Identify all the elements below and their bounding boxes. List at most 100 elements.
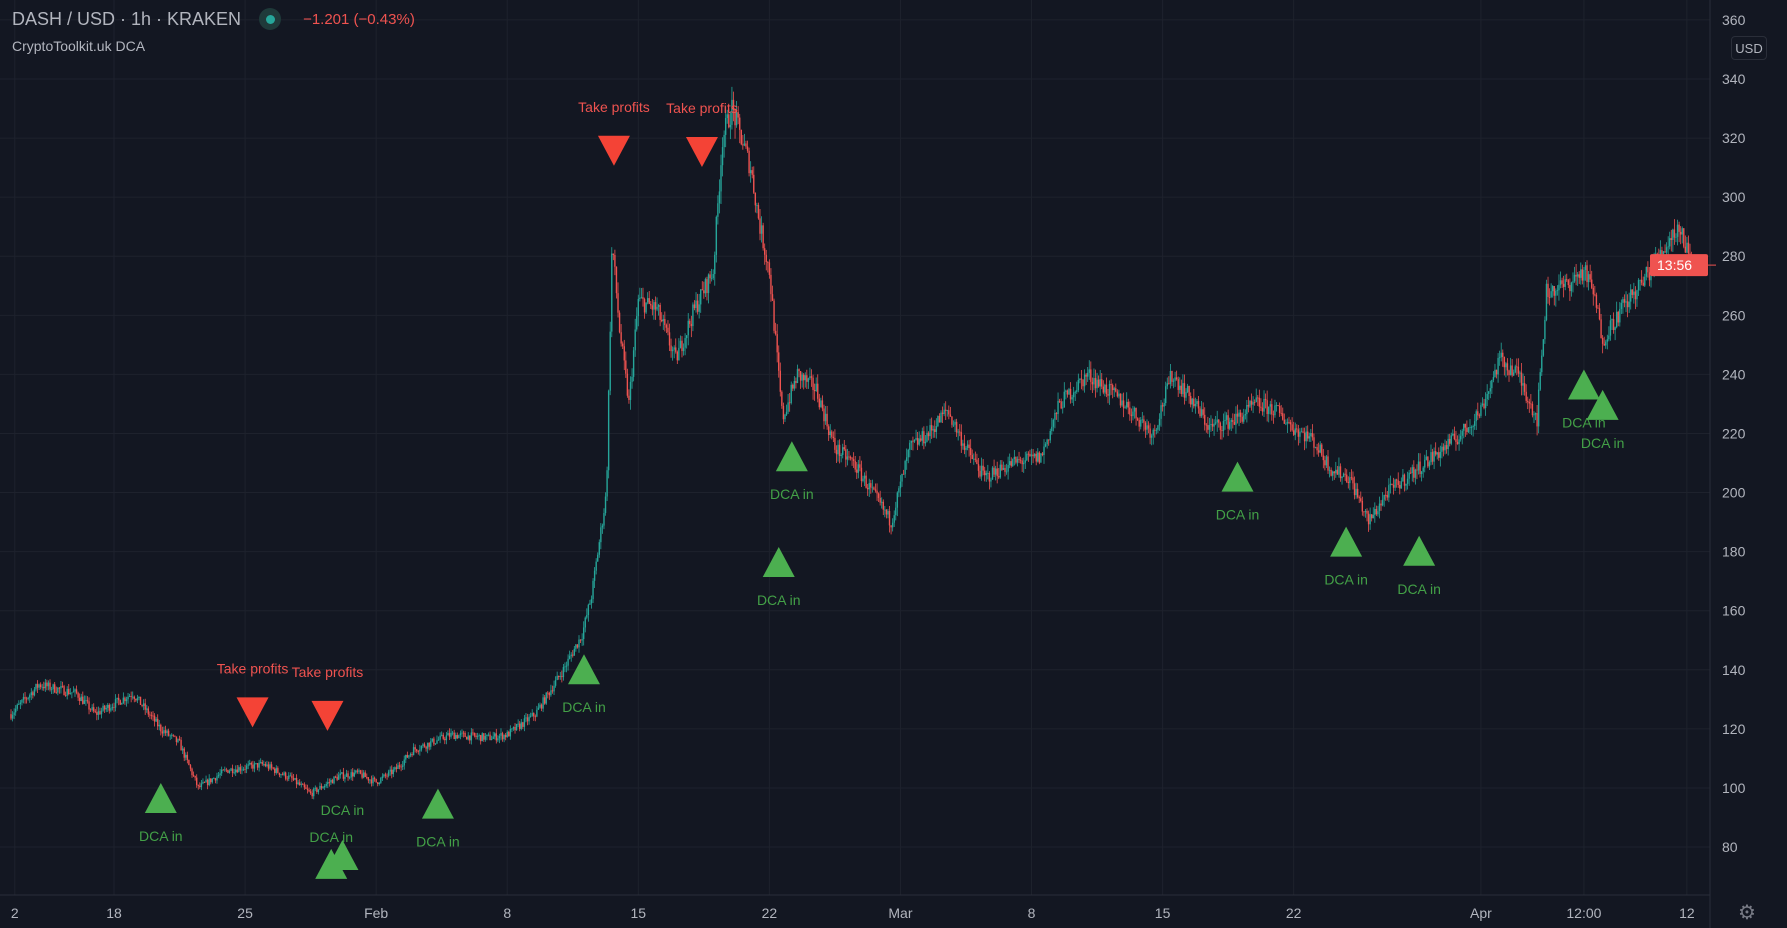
candle-body [114,699,117,708]
candle-body [78,697,81,702]
candle-body [495,733,498,741]
candle-body [1642,282,1644,286]
candle-body [1027,453,1030,455]
candle-body [200,783,203,787]
candle-body [835,449,838,455]
candle-body [1012,459,1014,466]
candle-body [731,99,733,125]
candle-body [366,777,368,778]
candle-body [69,693,72,695]
time-axis[interactable]: 2 18 25 Feb 8 15 22 Mar 8 15 22 Apr 12:00 12 [11,905,1695,921]
candle-body [230,768,232,771]
price-axis[interactable]: 80 100 120 140 160 180 200 220 240 260 280 300 320 34… [1722,12,1746,855]
candle-body [1380,503,1382,506]
candle-body [1275,405,1278,406]
candle-body [659,305,661,320]
countdown-label: 13:56 [1657,257,1692,273]
buy-signal-label: DCA in [416,834,460,850]
candle-body [412,747,415,756]
candle-body [99,711,101,715]
candle-body [1472,425,1474,427]
gear-icon[interactable]: ⚙ [1738,902,1756,924]
candle-body [871,487,874,489]
buy-signal-label: DCA in [770,486,814,502]
candle-body [139,696,142,705]
candle-body [161,731,164,734]
candle-body [1040,453,1042,463]
candle-body [820,400,822,408]
candle-body [208,778,210,786]
candle-body [36,683,39,688]
candle-body [325,783,327,786]
time-tick-label: Feb [364,905,388,921]
candle-body [494,733,496,737]
candle-body [1520,372,1523,386]
candle-body [1483,403,1485,409]
candle-body [693,304,696,308]
candle-body [946,410,948,411]
candle-body [1091,381,1094,385]
candle-body [455,735,457,740]
candle-body [1508,370,1510,376]
candle-body [1157,425,1159,430]
candle-body [362,772,365,778]
candle-body [959,431,961,433]
candle-body [656,306,658,310]
candle-body [68,688,70,695]
candle-body [1292,430,1295,435]
candle-body [405,754,407,760]
candle-body [1341,476,1343,479]
candle-body [1122,400,1125,409]
candle-body [451,732,454,734]
candle-body [1473,421,1476,426]
candle-body [810,376,813,378]
candle-body [353,772,356,777]
candle-body [650,303,652,306]
candle-body [1118,393,1120,397]
candle-body [116,697,118,700]
candle-body [846,456,849,460]
indicator-title[interactable]: CryptoToolkit.uk DCA [12,38,146,54]
currency-button[interactable]: USD [1731,36,1767,60]
candle-body [444,738,446,741]
candle-body [55,692,57,694]
candle-body [1249,400,1251,407]
candle-body [445,735,448,741]
candle-body [723,134,725,148]
candle-body [1500,352,1502,358]
candle-body [642,297,644,300]
candle-body [763,248,766,255]
candle-body [1536,413,1538,427]
candle-body [1355,488,1357,496]
candle-body [536,709,538,717]
candle-body [823,408,825,422]
candle-body [178,739,181,741]
candle-body [236,769,238,773]
symbol-title[interactable]: DASH / USD · 1h · KRAKEN [12,8,242,29]
candle-body [1105,384,1108,394]
candle-body [1400,481,1403,489]
candle-body [252,764,254,769]
candle-body [1612,319,1615,331]
candle-body [1617,311,1619,323]
candle-body [545,692,547,704]
candle-body [1132,411,1134,417]
candle-body [297,782,299,785]
candle-body [856,469,858,473]
candle-body [1676,224,1679,237]
candle-body [125,699,128,702]
candle-body [1425,456,1428,460]
candle-body [1221,430,1223,432]
candle-body [281,774,284,776]
candle-body [1177,379,1179,390]
candle-body [478,735,480,737]
candle-body [1300,431,1303,433]
candle-body [1385,494,1387,496]
candle-body [1119,393,1122,406]
candle-body [1094,378,1097,389]
buy-signal-triangle-icon [567,654,600,685]
candle-body [113,707,115,708]
candle-body [35,683,37,690]
candle-body [985,473,987,476]
